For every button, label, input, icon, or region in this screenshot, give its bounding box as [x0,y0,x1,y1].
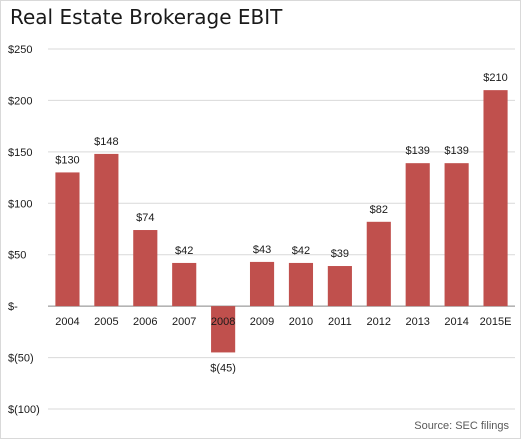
source-note: Source: SEC filings [414,420,509,432]
bar [172,262,197,307]
bar [327,266,352,307]
x-tick-label: 2014 [444,316,468,328]
x-tick-label: 2012 [367,316,391,328]
bar [133,230,158,307]
data-label: $82 [370,204,388,216]
x-tick-label: 2011 [328,316,352,328]
data-label: $139 [444,145,468,157]
data-label: $42 [292,245,310,257]
x-tick-label: 2008 [211,316,235,328]
x-tick-label: 2006 [133,316,157,328]
y-tick-label: $(100) [8,404,40,416]
bar [483,90,508,307]
data-label: $148 [94,136,118,148]
y-tick-label: $150 [8,147,32,159]
bar [405,163,430,307]
bar [249,261,275,307]
data-label: $74 [136,212,154,224]
y-tick-label: $100 [8,198,32,210]
x-tick-label: 2004 [55,316,79,328]
bar [94,153,119,307]
y-tick-label: $200 [8,95,32,107]
data-label: $139 [405,145,429,157]
x-tick-label: 2015E [480,316,512,328]
bar [366,221,391,307]
data-label: $39 [331,248,349,260]
x-tick-label: 2010 [289,316,313,328]
data-label: $43 [253,244,271,256]
bar [444,163,469,307]
x-tick-label: 2013 [405,316,429,328]
data-label: $(45) [210,362,236,374]
y-tick-label: $50 [8,250,26,262]
x-tick-label: 2007 [172,316,196,328]
x-tick-label: 2009 [250,316,274,328]
bar [211,306,236,353]
chart-title: Real Estate Brokerage EBIT [10,5,283,29]
y-tick-label: $250 [8,44,32,56]
y-tick-label: $- [8,301,18,313]
y-tick-label: $(50) [8,353,34,365]
data-label: $210 [483,72,507,84]
x-tick-label: 2005 [94,316,118,328]
data-label: $130 [55,154,79,166]
data-label: $42 [175,245,193,257]
bar [288,262,314,307]
bar [55,172,80,307]
